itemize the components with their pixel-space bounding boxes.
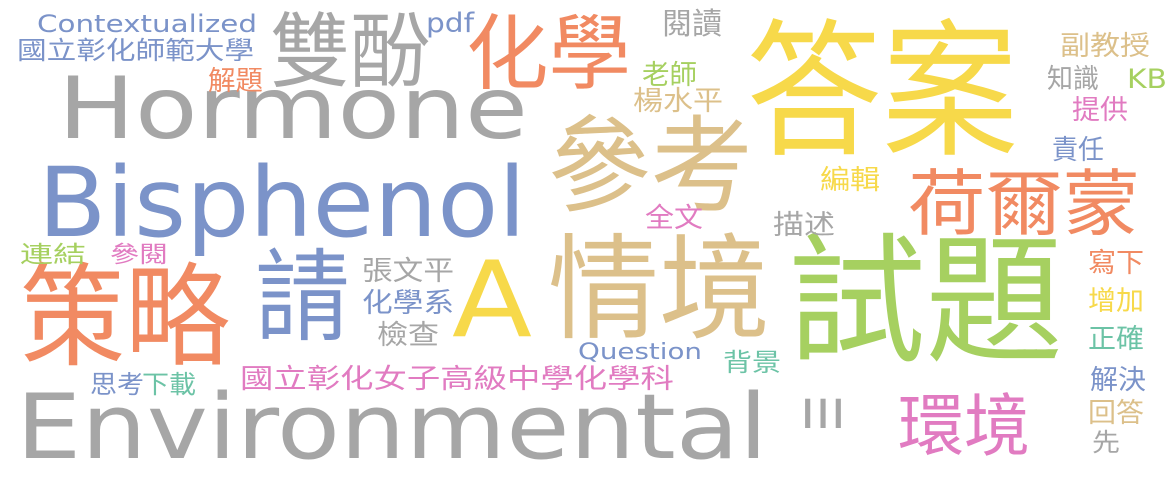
word-cjk-37: 思考 xyxy=(90,370,145,399)
word-cjk-41: 寫下 xyxy=(1088,248,1144,279)
word-kb: KB xyxy=(1127,64,1168,95)
word-contextualized: Contextualized xyxy=(37,10,257,38)
word-cjk-33: 化學系 xyxy=(362,288,455,319)
word-cjk-19: 解題 xyxy=(208,66,264,97)
word-a: A xyxy=(452,239,533,361)
word-cjk-32: 張文平 xyxy=(362,256,455,287)
word-cjk-18: 閱讀 xyxy=(662,7,722,42)
word-cjk-29: 描述 xyxy=(773,210,835,241)
word-cjk-38: 下載 xyxy=(142,370,197,399)
word-bisphenol: Bisphenol xyxy=(38,147,526,259)
word-cjk-22: 副教授 xyxy=(1060,31,1150,62)
word-cjk-11: 化學 xyxy=(466,7,631,102)
word-cjk-39: 國立彰化女子高級中學化學科 xyxy=(240,364,674,395)
word-cjk-16: 國立彰化師範大學 xyxy=(17,36,255,65)
word-cjk-20: 老師 xyxy=(642,60,698,91)
word-cjk-36: 背景 xyxy=(723,348,782,377)
word-cjk-44: 解決 xyxy=(1090,365,1146,396)
word-cjk-13: 荷爾蒙 xyxy=(908,162,1141,246)
word-cjk-34: 檢查 xyxy=(377,320,439,351)
word-cjk-5: 試題 xyxy=(788,221,1063,384)
word-question: Question xyxy=(578,340,702,365)
word-cjk-21: 楊水平 xyxy=(633,86,723,117)
word-cjk-23: 知識 xyxy=(1047,64,1100,95)
word-cjk-25: 提供 xyxy=(1072,95,1128,126)
word-cjk-7: 情境 xyxy=(548,223,771,356)
word-cjk-30: 連結 xyxy=(20,242,87,268)
word-cjk-4: 答案 xyxy=(746,6,1019,178)
word-cjk-12: 雙酚 xyxy=(270,5,431,100)
word-cjk-14: 環境 xyxy=(898,388,1030,467)
word-cjk-10: 請 xyxy=(255,239,350,356)
word-cjk-27: 編輯 xyxy=(820,165,880,196)
word-cjk-31: 參閱 xyxy=(110,242,169,268)
word-cjk-26: 責任 xyxy=(1052,135,1105,166)
word-environmental: Environmental xyxy=(16,375,768,480)
word-cjk-28: 全文 xyxy=(645,203,703,234)
word-hormone: Hormone xyxy=(58,59,528,159)
word-cjk-43: 正確 xyxy=(1088,324,1144,355)
word-pdf: pdf xyxy=(426,8,475,39)
word-cjk-42: 增加 xyxy=(1088,286,1144,317)
word-cjk-9: 策略 xyxy=(20,253,231,383)
word-cjk-45: 回答 xyxy=(1088,398,1144,429)
word-cjk-6: 參考 xyxy=(548,106,753,228)
word-iii: III xyxy=(800,392,847,438)
word-cjk-46: 先 xyxy=(1092,428,1120,457)
